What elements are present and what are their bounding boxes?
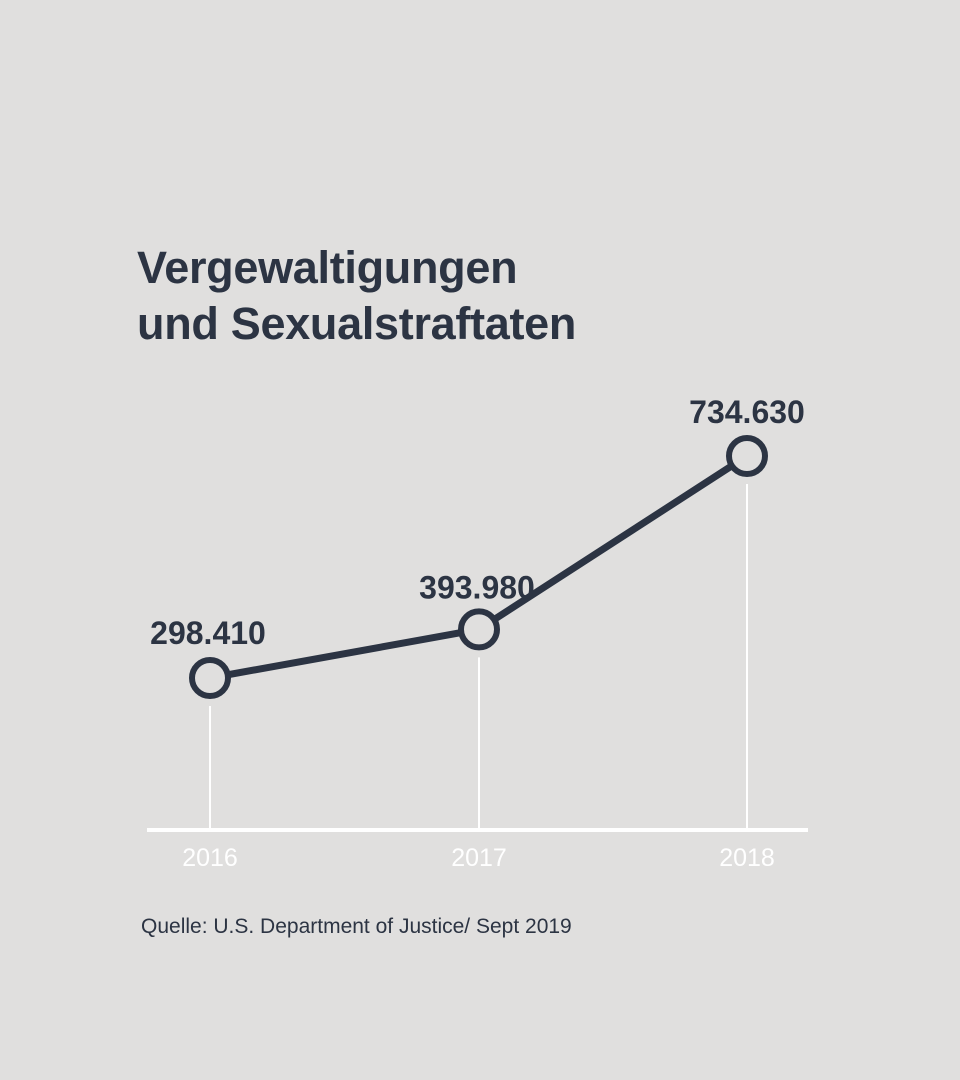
source-note: Quelle: U.S. Department of Justice/ Sept…: [141, 915, 572, 938]
chart-title-line-2: und Sexualstraftaten: [137, 298, 577, 349]
chart-title-line-1: Vergewaltigungen: [137, 242, 518, 293]
chart-title: Vergewaltigungen und Sexualstraftaten: [137, 240, 576, 352]
x-tick-label-2017: 2017: [451, 844, 507, 872]
x-tick-label-2018: 2018: [719, 844, 775, 872]
data-label-2018: 734.630: [689, 394, 805, 430]
data-point-2018: [726, 435, 768, 477]
x-tick-label-2016: 2016: [182, 844, 238, 872]
data-point-2016: [189, 657, 231, 699]
data-label-2016: 298.410: [150, 615, 266, 651]
data-label-2017: 393.980: [419, 569, 535, 605]
data-point-2017: [458, 608, 500, 651]
